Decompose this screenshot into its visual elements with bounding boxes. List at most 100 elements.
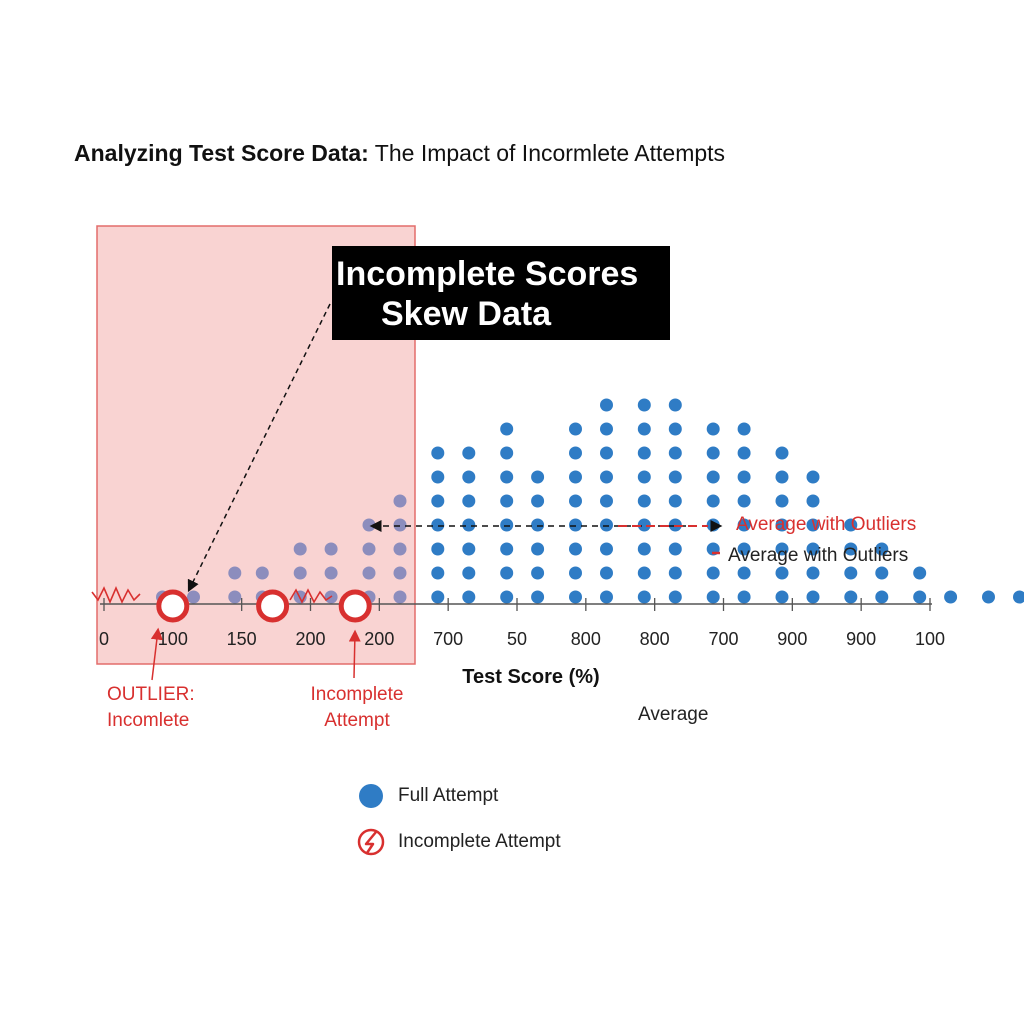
data-dot-18-0 xyxy=(737,590,751,604)
data-dot-17-6 xyxy=(706,446,720,460)
average-label: Average xyxy=(638,704,709,725)
data-dot-16-7 xyxy=(668,422,682,436)
data-dot-11-6 xyxy=(500,446,514,460)
data-dot-11-2 xyxy=(500,542,514,556)
data-dot-8-3 xyxy=(393,518,407,532)
data-dot-24-0 xyxy=(944,590,958,604)
data-dot-14-2 xyxy=(600,542,613,556)
data-dot-17-0 xyxy=(706,590,720,604)
data-dot-12-4 xyxy=(531,494,545,508)
x-tick-label-8: 800 xyxy=(640,629,670,649)
data-dot-13-6 xyxy=(569,446,582,460)
data-dot-16-6 xyxy=(668,446,682,460)
x-axis-ticks xyxy=(103,598,931,611)
data-dot-19-1 xyxy=(775,566,789,580)
data-dot-11-5 xyxy=(500,470,514,484)
x-tick-label-12: 100 xyxy=(915,629,945,649)
data-dot-19-4 xyxy=(775,494,789,508)
data-dot-13-7 xyxy=(569,422,582,436)
data-dot-14-1 xyxy=(600,566,613,580)
callout-line-1: Incomplete Scores xyxy=(336,255,639,293)
x-tick-label-5: 700 xyxy=(433,629,463,649)
x-tick-label-1: 100 xyxy=(158,629,188,649)
chart-title-bold: Analyzing Test Score Data: xyxy=(74,140,369,166)
data-dot-16-8 xyxy=(668,398,682,412)
data-dot-5-2 xyxy=(293,542,307,556)
data-dot-20-5 xyxy=(806,470,820,484)
data-dot-18-5 xyxy=(737,470,751,484)
legend-full-attempt-label: Full Attempt xyxy=(398,785,499,806)
data-dot-14-5 xyxy=(600,470,613,484)
x-axis-label: Test Score (%) xyxy=(462,666,599,688)
data-dot-9-1 xyxy=(431,566,445,580)
incomplete-points xyxy=(156,589,372,623)
zigzag-mid xyxy=(289,588,333,604)
outlier-annotation-line2: Incomlete xyxy=(107,710,190,731)
incomplete-point-1 xyxy=(256,589,290,623)
data-dot-18-3 xyxy=(737,518,751,532)
data-dot-15-0 xyxy=(637,590,651,604)
x-tick-label-6: 50 xyxy=(507,629,527,649)
data-dot-12-5 xyxy=(531,470,545,484)
data-dot-10-6 xyxy=(462,446,476,460)
x-tick-label-2: 150 xyxy=(227,629,257,649)
data-dot-13-0 xyxy=(569,590,582,604)
data-dot-15-8 xyxy=(637,398,651,412)
incomplete-annotation-line2: Attempt xyxy=(324,710,390,731)
data-dot-17-4 xyxy=(706,494,720,508)
x-tick-label-0: 0 xyxy=(99,629,109,649)
data-dot-18-7 xyxy=(737,422,751,436)
avg-with-outliers-red-label: Average with Outliers xyxy=(736,514,917,535)
outlier-annotation-line1: OUTLIER: xyxy=(107,684,195,705)
x-tick-label-4: 200 xyxy=(364,629,394,649)
data-dot-16-1 xyxy=(668,566,682,580)
data-dot-19-0 xyxy=(775,590,789,604)
data-dot-18-2 xyxy=(737,542,751,556)
data-dot-14-3 xyxy=(600,518,613,532)
data-dot-12-0 xyxy=(531,590,545,604)
data-dot-7-2 xyxy=(362,542,376,556)
chart-title: Analyzing Test Score Data: The Impact of… xyxy=(74,140,974,167)
callout-arrow xyxy=(187,303,331,593)
data-dot-6-2 xyxy=(324,542,338,556)
data-dot-19-6 xyxy=(775,446,789,460)
data-dot-18-4 xyxy=(737,494,751,508)
data-dot-19-5 xyxy=(775,470,789,484)
data-dot-19-2 xyxy=(775,542,789,556)
data-dot-11-7 xyxy=(500,422,514,436)
incomplete-pointer xyxy=(348,629,361,679)
data-dot-21-1 xyxy=(844,566,858,580)
data-dot-20-2 xyxy=(806,542,820,556)
data-dot-8-1 xyxy=(393,566,407,580)
data-dot-18-1 xyxy=(737,566,751,580)
data-dot-12-2 xyxy=(531,542,545,556)
data-dot-10-4 xyxy=(462,494,476,508)
x-tick-label-10: 900 xyxy=(777,629,807,649)
data-dot-15-7 xyxy=(637,422,651,436)
data-dot-14-4 xyxy=(600,494,613,508)
data-dot-22-1 xyxy=(875,566,889,580)
data-dot-15-2 xyxy=(637,542,651,556)
data-dot-11-4 xyxy=(500,494,514,508)
data-dot-15-5 xyxy=(637,470,651,484)
data-dot-11-3 xyxy=(500,518,514,532)
data-dot-17-5 xyxy=(706,470,720,484)
data-dot-20-4 xyxy=(806,494,820,508)
data-dot-18-6 xyxy=(737,446,751,460)
data-dot-8-0 xyxy=(393,590,407,604)
data-dot-23-0 xyxy=(913,590,927,604)
x-tick-label-3: 200 xyxy=(295,629,325,649)
callout-line-2: Skew Data xyxy=(381,295,552,333)
data-dot-9-2 xyxy=(431,542,445,556)
data-dot-6-1 xyxy=(324,566,338,580)
data-dot-14-7 xyxy=(600,422,613,436)
data-dot-10-5 xyxy=(462,470,476,484)
data-dot-8-4 xyxy=(393,494,407,508)
legend-incomplete-attempt-swatch xyxy=(357,828,385,856)
data-dot-20-0 xyxy=(806,590,820,604)
data-dot-14-6 xyxy=(600,446,613,460)
data-dot-21-0 xyxy=(844,590,858,604)
data-dot-13-3 xyxy=(569,518,582,532)
data-dot-12-3 xyxy=(531,518,545,532)
